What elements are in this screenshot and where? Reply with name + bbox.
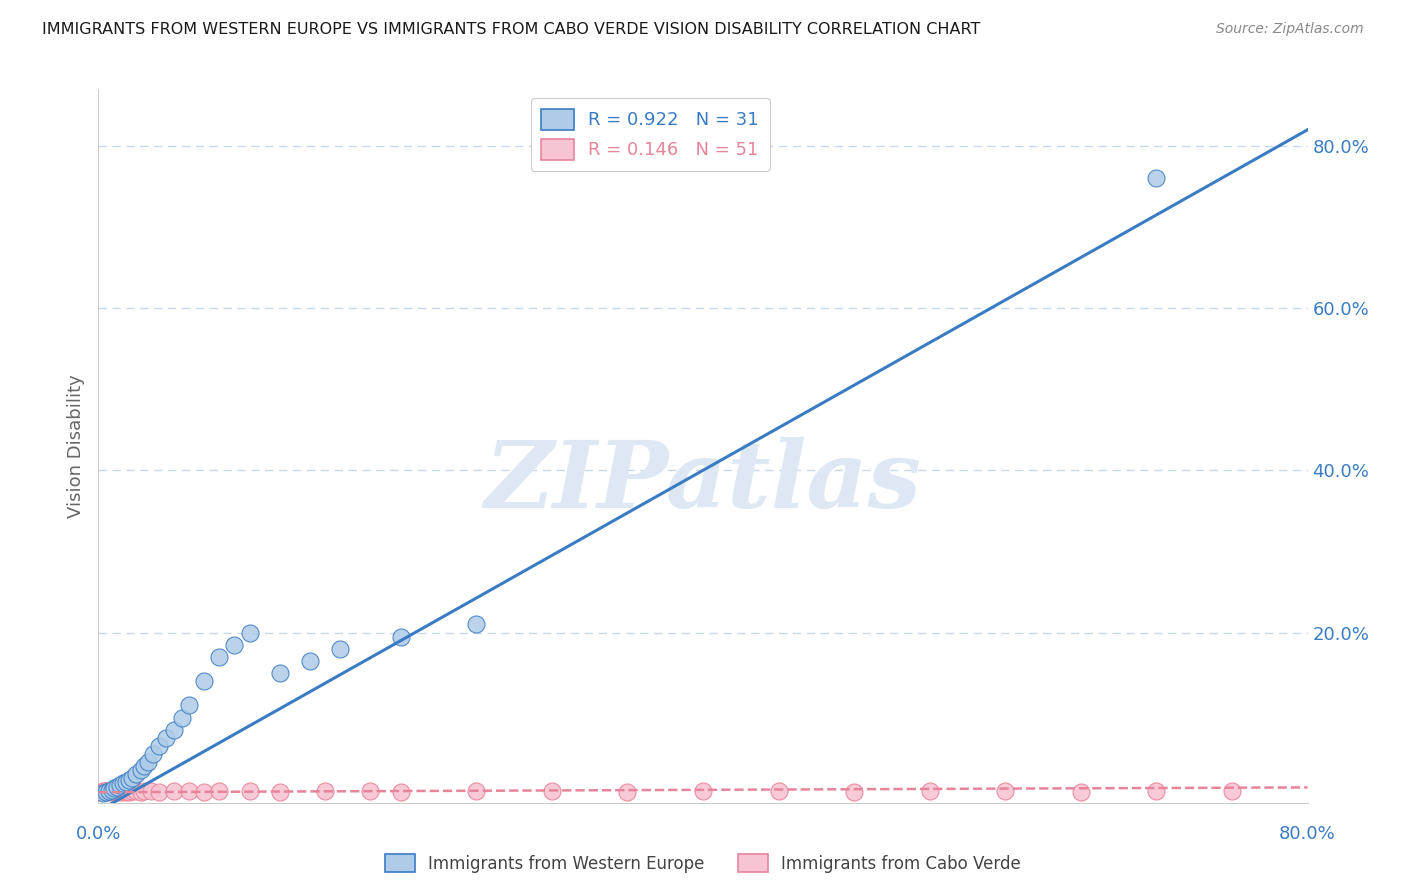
Point [329,641,352,656]
Text: 0.0%: 0.0% [76,825,121,843]
Point [111,784,134,798]
Point [141,783,163,797]
Point [170,711,193,725]
Point [193,785,215,799]
Point [768,783,790,797]
Point [177,783,201,797]
Point [132,759,155,773]
Point [91,784,114,798]
Point [114,774,136,789]
Point [98,784,121,798]
Point [100,784,122,798]
Point [108,778,131,792]
Point [96,785,118,799]
Point [108,783,131,797]
Point [389,785,412,799]
Legend: Immigrants from Western Europe, Immigrants from Cabo Verde: Immigrants from Western Europe, Immigran… [378,847,1028,880]
Point [101,782,124,797]
Point [93,784,115,798]
Point [465,617,488,632]
Point [129,785,152,799]
Point [269,666,291,681]
Text: 80.0%: 80.0% [1279,825,1336,843]
Point [224,638,246,652]
Point [1070,785,1092,799]
Point [163,723,186,737]
Point [93,785,115,799]
Text: Source: ZipAtlas.com: Source: ZipAtlas.com [1216,22,1364,37]
Point [844,785,866,799]
Point [132,784,155,798]
Point [148,785,170,799]
Point [94,785,117,799]
Point [1144,171,1167,186]
Point [121,784,143,798]
Point [465,784,488,798]
Point [155,731,177,745]
Point [129,764,152,778]
Point [692,784,714,798]
Point [299,654,322,668]
Point [103,785,125,799]
Point [90,785,112,799]
Point [118,785,141,799]
Point [208,649,231,664]
Point [101,783,124,797]
Point [918,784,941,798]
Point [193,674,215,689]
Point [239,783,262,797]
Point [314,784,336,798]
Point [103,781,125,796]
Point [98,784,121,798]
Point [114,785,136,799]
Point [994,783,1017,797]
Point [360,783,382,797]
Point [98,783,121,797]
Point [142,747,165,761]
Point [389,630,412,644]
Point [103,783,125,797]
Point [1220,783,1243,797]
Point [136,756,159,770]
Point [104,784,127,798]
Text: IMMIGRANTS FROM WESTERN EUROPE VS IMMIGRANTS FROM CABO VERDE VISION DISABILITY C: IMMIGRANTS FROM WESTERN EUROPE VS IMMIGR… [42,22,980,37]
Point [94,784,117,798]
Legend: R = 0.922   N = 31, R = 0.146   N = 51: R = 0.922 N = 31, R = 0.146 N = 51 [530,98,770,170]
Point [100,785,122,799]
Point [110,785,132,799]
Point [208,784,231,798]
Point [616,785,638,799]
Point [148,739,170,753]
Point [94,783,117,797]
Point [111,776,134,790]
Point [125,767,148,781]
Point [239,625,262,640]
Point [105,785,128,799]
Text: ZIPatlas: ZIPatlas [485,437,921,526]
Point [125,783,148,797]
Point [105,780,128,794]
Point [540,783,562,797]
Point [115,784,138,798]
Point [177,698,201,713]
Point [1144,784,1167,798]
Point [118,773,141,788]
Point [91,786,114,800]
Point [269,785,291,799]
Point [112,783,135,797]
Point [163,784,186,798]
Point [91,785,114,799]
Point [107,784,129,798]
Y-axis label: Vision Disability: Vision Disability [66,374,84,518]
Point [121,772,143,786]
